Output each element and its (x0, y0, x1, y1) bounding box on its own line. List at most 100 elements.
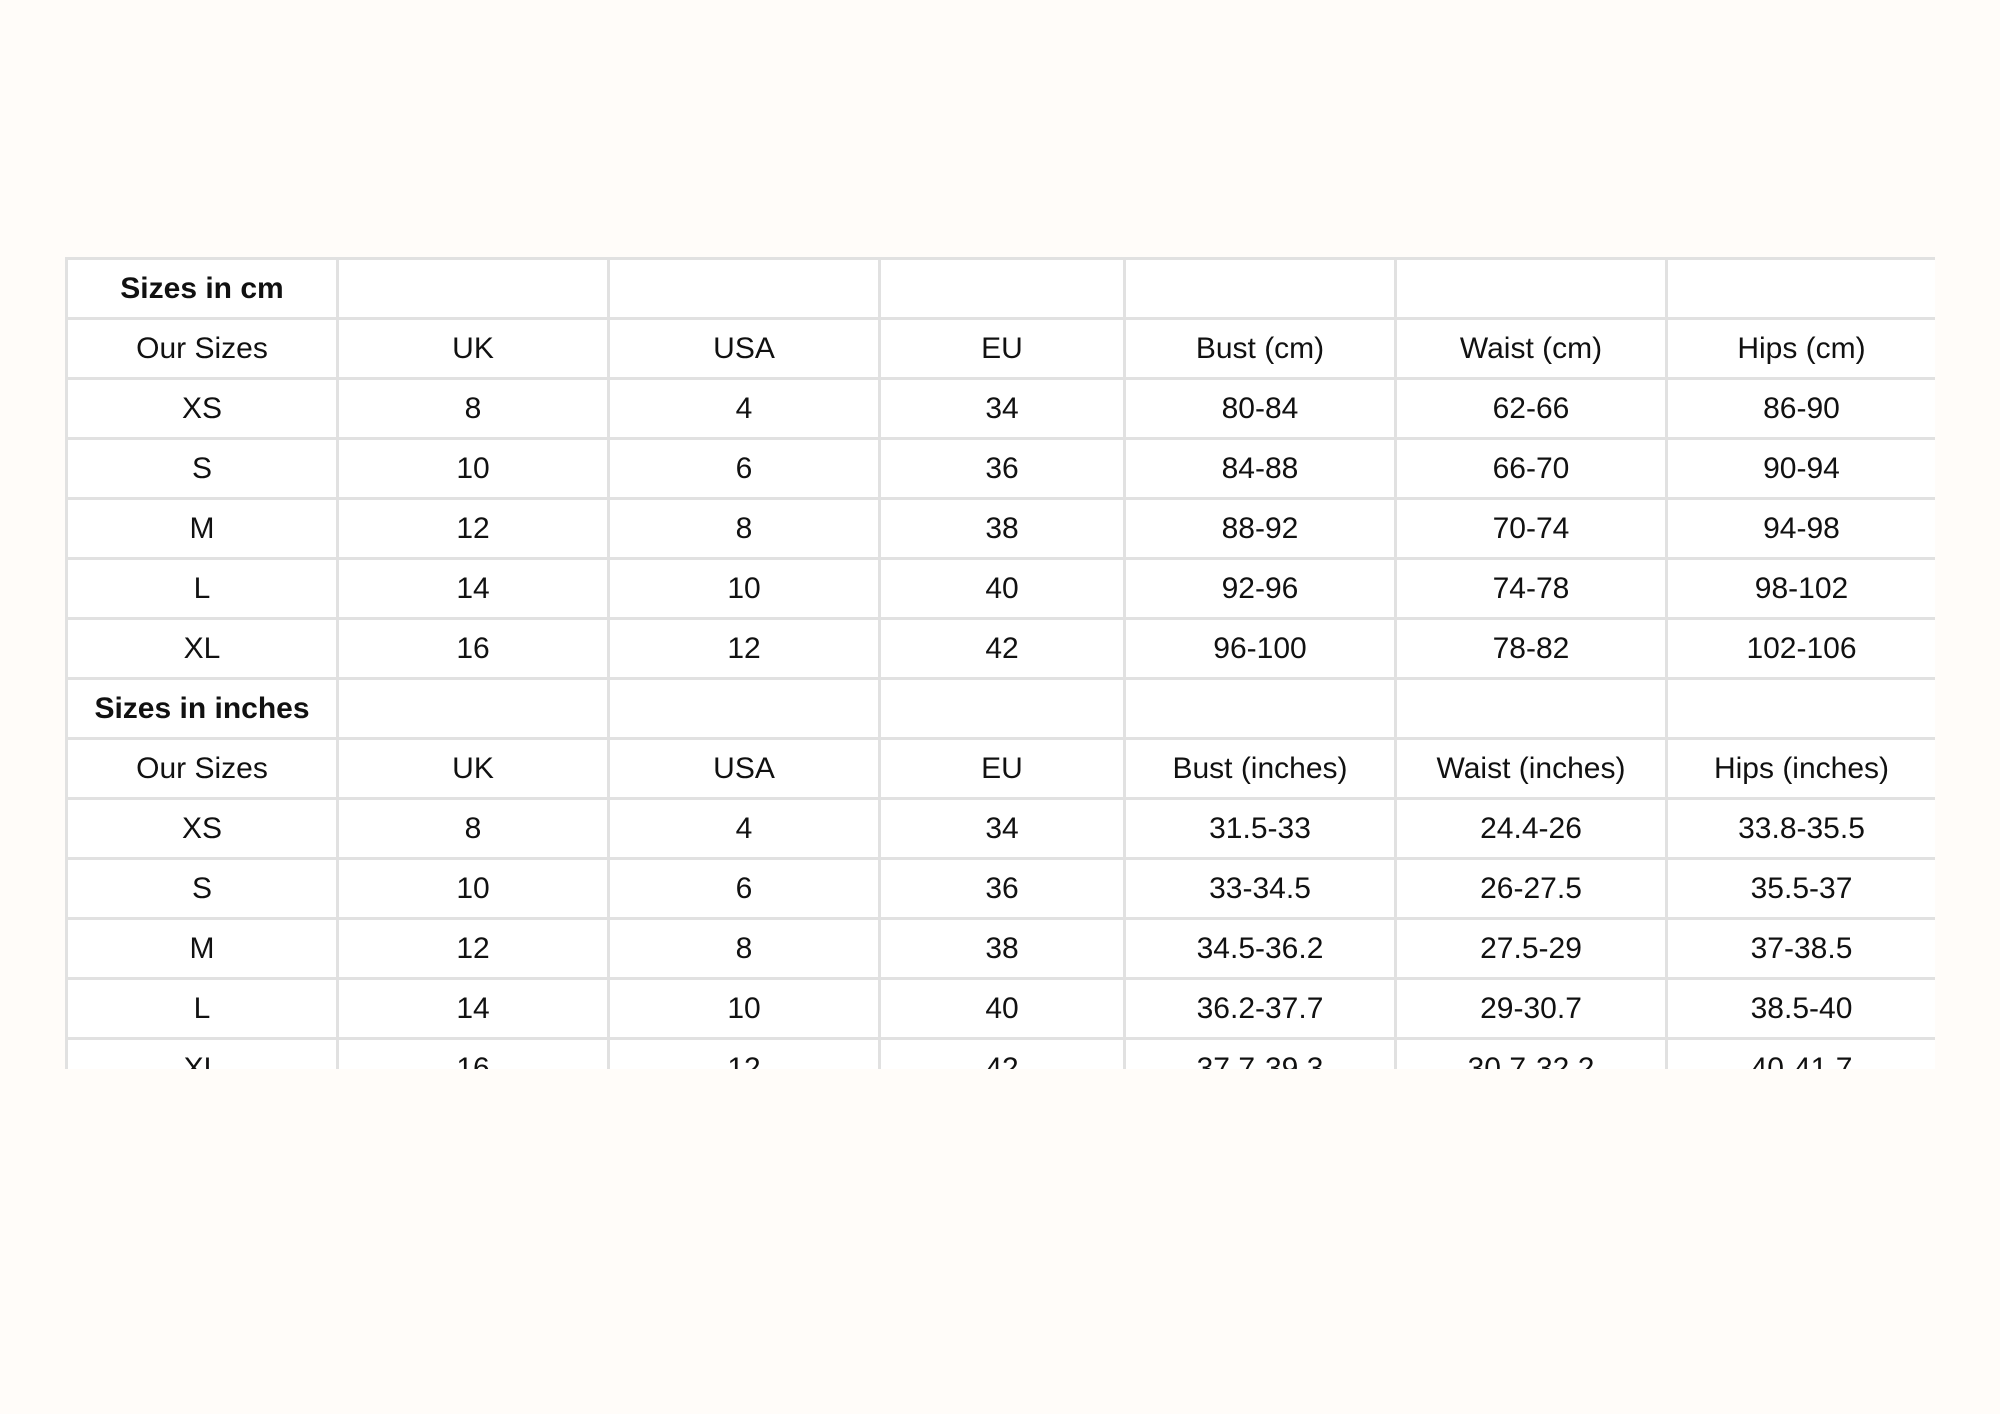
table-row: XL 16 12 42 96-100 78-82 102-106 (65, 617, 1935, 680)
table-cell: 36.2-37.7 (1123, 977, 1397, 1040)
table-row: XS 8 4 34 80-84 62-66 86-90 (65, 377, 1935, 440)
table-cell: L (65, 977, 339, 1040)
table-cell: 38 (878, 917, 1126, 980)
table-cell: 24.4-26 (1394, 797, 1668, 860)
table-cell: 33-34.5 (1123, 857, 1397, 920)
table-cell: 14 (336, 557, 610, 620)
table-cell: 8 (336, 797, 610, 860)
table-cell: 4 (607, 377, 881, 440)
table-cell: 40 (878, 557, 1126, 620)
table-cell: 8 (607, 497, 881, 560)
table-cell: S (65, 437, 339, 500)
table-cell: 12 (336, 497, 610, 560)
table-cell: 31.5-33 (1123, 797, 1397, 860)
column-header-row: Our Sizes UK USA EU Bust (cm) Waist (cm) Hips … (65, 317, 1935, 380)
table-cell: XS (65, 377, 339, 440)
table-cell: 30.7-32.2 (1394, 1037, 1668, 1069)
column-header: Bust (cm) (1123, 317, 1397, 380)
table-cell: 37.7-39.3 (1123, 1037, 1397, 1069)
table-cell: XL (65, 1037, 339, 1069)
table-cell: 94-98 (1665, 497, 1935, 560)
table-cell: 27.5-29 (1394, 917, 1668, 980)
table-cell: 8 (336, 377, 610, 440)
table-cell: 10 (607, 977, 881, 1040)
column-header: USA (607, 737, 881, 800)
table-cell: 10 (607, 557, 881, 620)
table-cell: XS (65, 797, 339, 860)
column-header: EU (878, 317, 1126, 380)
table-cell: 38.5-40 (1665, 977, 1935, 1040)
empty-cell (878, 257, 1126, 320)
table-cell: 66-70 (1394, 437, 1668, 500)
table-row: XS 8 4 34 31.5-33 24.4-26 33.8-35.5 (65, 797, 1935, 860)
section-title-row: Sizes in cm (65, 257, 1935, 320)
table-cell: 88-92 (1123, 497, 1397, 560)
table-cell: 37-38.5 (1665, 917, 1935, 980)
table-cell: 102-106 (1665, 617, 1935, 680)
table-cell: 34.5-36.2 (1123, 917, 1397, 980)
column-header: EU (878, 737, 1126, 800)
table-row: M 12 8 38 34.5-36.2 27.5-29 37-38.5 (65, 917, 1935, 980)
table-cell: 10 (336, 857, 610, 920)
empty-cell (878, 677, 1126, 740)
size-chart-table: Sizes in cm Our Sizes UK USA EU Bust (cm) Wais… (65, 257, 1935, 1069)
table-cell: S (65, 857, 339, 920)
empty-cell (1394, 257, 1668, 320)
column-header: Bust (inches) (1123, 737, 1397, 800)
table-cell: 33.8-35.5 (1665, 797, 1935, 860)
table-cell: 42 (878, 1037, 1126, 1069)
table-cell: 90-94 (1665, 437, 1935, 500)
column-header: Hips (inches) (1665, 737, 1935, 800)
table-row: S 10 6 36 33-34.5 26-27.5 35.5-37 (65, 857, 1935, 920)
table-cell: 16 (336, 1037, 610, 1069)
table-cell: 80-84 (1123, 377, 1397, 440)
table-cell: M (65, 917, 339, 980)
table-cell: 16 (336, 617, 610, 680)
column-header: Our Sizes (65, 317, 339, 380)
section-title-row: Sizes in inches (65, 677, 1935, 740)
table-cell: 14 (336, 977, 610, 1040)
column-header: Hips (cm) (1665, 317, 1935, 380)
table-cell: XL (65, 617, 339, 680)
table-cell: 40-41.7 (1665, 1037, 1935, 1069)
table-row: M 12 8 38 88-92 70-74 94-98 (65, 497, 1935, 560)
table-cell: 98-102 (1665, 557, 1935, 620)
table-cell: 12 (607, 617, 881, 680)
table-cell: 26-27.5 (1394, 857, 1668, 920)
table-cell: 36 (878, 437, 1126, 500)
table-cell: 36 (878, 857, 1126, 920)
section-title: Sizes in cm (65, 257, 339, 320)
table-cell: 74-78 (1394, 557, 1668, 620)
section-title: Sizes in inches (65, 677, 339, 740)
empty-cell (607, 257, 881, 320)
table-cell: 8 (607, 917, 881, 980)
empty-cell (1123, 257, 1397, 320)
size-chart-table-body: Sizes in cm Our Sizes UK USA EU Bust (cm) Wais… (65, 257, 1935, 1069)
empty-cell (1123, 677, 1397, 740)
empty-cell (1665, 257, 1935, 320)
table-cell: 10 (336, 437, 610, 500)
column-header: UK (336, 317, 610, 380)
table-cell: 12 (336, 917, 610, 980)
column-header: Our Sizes (65, 737, 339, 800)
column-header-row: Our Sizes UK USA EU Bust (inches) Waist (inch… (65, 737, 1935, 800)
empty-cell (336, 677, 610, 740)
table-cell: 35.5-37 (1665, 857, 1935, 920)
empty-cell (336, 257, 610, 320)
table-cell: 38 (878, 497, 1126, 560)
table-cell: 78-82 (1394, 617, 1668, 680)
table-cell: M (65, 497, 339, 560)
table-cell: 29-30.7 (1394, 977, 1668, 1040)
size-chart: Sizes in cm Our Sizes UK USA EU Bust (cm) Wais… (65, 257, 1935, 1069)
column-header: UK (336, 737, 610, 800)
table-cell: 86-90 (1665, 377, 1935, 440)
table-cell: 70-74 (1394, 497, 1668, 560)
table-cell: 34 (878, 377, 1126, 440)
empty-cell (1394, 677, 1668, 740)
table-cell: 6 (607, 857, 881, 920)
table-cell: 6 (607, 437, 881, 500)
table-cell: 34 (878, 797, 1126, 860)
table-row: L 14 10 40 92-96 74-78 98-102 (65, 557, 1935, 620)
column-header: USA (607, 317, 881, 380)
empty-cell (607, 677, 881, 740)
